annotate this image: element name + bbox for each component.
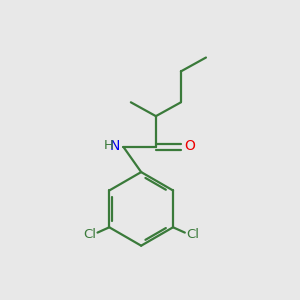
Text: N: N	[110, 139, 120, 153]
Text: O: O	[184, 139, 195, 153]
Text: Cl: Cl	[83, 228, 96, 241]
Text: H: H	[103, 140, 113, 152]
Text: Cl: Cl	[186, 228, 199, 241]
